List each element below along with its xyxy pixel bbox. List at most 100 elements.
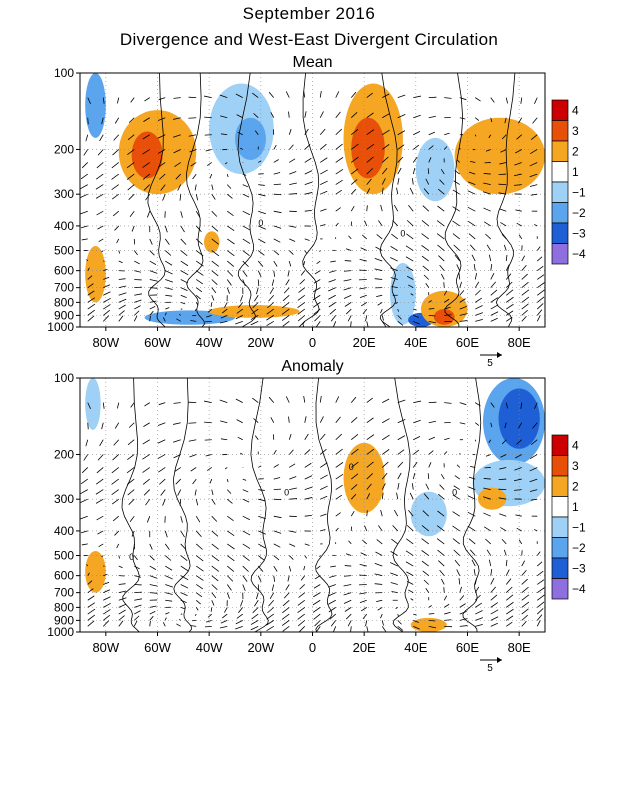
wind-vector xyxy=(219,399,228,403)
wind-vector xyxy=(444,132,450,136)
wind-vector xyxy=(530,149,538,155)
wind-vector xyxy=(473,264,476,271)
wind-vector xyxy=(359,259,367,262)
wind-vector xyxy=(350,112,358,119)
wind-vector xyxy=(366,448,375,455)
wind-vector xyxy=(149,615,154,621)
wind-vector xyxy=(118,620,124,627)
wind-vector xyxy=(128,498,135,505)
wind-vector xyxy=(314,315,321,322)
wind-vector xyxy=(316,565,321,569)
wind-vector xyxy=(397,130,406,136)
wind-vector xyxy=(475,610,483,615)
wind-vector xyxy=(102,97,105,104)
wind-vector xyxy=(206,467,212,471)
wind-vector xyxy=(474,272,478,280)
wind-vector xyxy=(288,433,292,440)
wind-vector xyxy=(366,417,374,424)
wind-vector xyxy=(329,575,336,578)
wind-vector xyxy=(288,555,294,560)
wind-vector xyxy=(116,238,120,244)
wind-vector xyxy=(485,454,491,457)
wind-vector xyxy=(237,131,243,136)
wind-vector xyxy=(505,569,510,576)
wind-vector xyxy=(413,308,417,311)
wind-vector xyxy=(439,264,445,271)
wind-vector xyxy=(428,462,432,468)
wind-vector xyxy=(267,302,275,309)
x-tick-label: 60E xyxy=(456,640,479,655)
wind-vector xyxy=(164,617,167,621)
colorbar-label: 2 xyxy=(572,479,579,493)
wind-vector xyxy=(498,173,507,176)
wind-vector xyxy=(289,182,297,185)
wind-vector xyxy=(490,311,499,316)
wind-vector xyxy=(180,530,185,538)
wind-vector xyxy=(428,320,437,324)
wind-vector xyxy=(397,308,399,312)
wind-vector xyxy=(211,238,219,245)
wind-vector xyxy=(238,607,244,613)
vector-layer xyxy=(80,396,545,632)
wind-vector xyxy=(101,422,104,430)
wind-vector xyxy=(226,592,230,599)
wind-vector xyxy=(211,530,219,537)
wind-vector xyxy=(87,595,95,601)
wind-vector xyxy=(459,402,467,406)
y-tick-label: 200 xyxy=(54,142,74,156)
wind-vector xyxy=(289,530,297,533)
wind-vector xyxy=(328,599,336,605)
wind-vector xyxy=(252,302,259,309)
wind-vector xyxy=(205,619,212,623)
wind-vector xyxy=(490,609,499,615)
wind-vector xyxy=(350,484,358,490)
wind-vector xyxy=(87,309,96,316)
wind-vector xyxy=(444,611,451,615)
wind-vector xyxy=(351,143,359,150)
wind-vector xyxy=(129,210,135,218)
wind-vector xyxy=(188,422,197,424)
wind-vector xyxy=(421,538,429,545)
wind-vector xyxy=(423,579,430,585)
wind-vector xyxy=(452,220,460,227)
wind-vector xyxy=(410,293,414,296)
wind-vector xyxy=(490,578,495,585)
wind-vector xyxy=(174,467,181,473)
wind-vector xyxy=(520,402,523,409)
wind-vector xyxy=(257,565,264,572)
wind-vector xyxy=(226,173,229,178)
wind-vector xyxy=(304,416,307,423)
wind-vector xyxy=(335,527,339,532)
wind-vector xyxy=(269,287,275,295)
wind-vector xyxy=(405,561,414,567)
wind-vector xyxy=(211,279,218,285)
wind-vector xyxy=(180,302,186,305)
wind-vector xyxy=(443,595,448,601)
wind-vector xyxy=(149,611,156,615)
wind-vector xyxy=(111,489,119,496)
wind-vector xyxy=(521,273,528,280)
wind-vector xyxy=(113,439,120,446)
wind-vector xyxy=(226,287,230,294)
contour-line xyxy=(379,73,398,327)
contour-line xyxy=(495,73,516,327)
reference-vector-label: 5 xyxy=(487,663,493,674)
wind-vector xyxy=(250,625,259,631)
wind-vector xyxy=(459,97,467,101)
wind-vector xyxy=(98,543,104,548)
wind-vector xyxy=(475,422,480,426)
wind-vector xyxy=(194,489,197,496)
wind-vector xyxy=(397,472,402,480)
wind-vector xyxy=(172,439,181,443)
wind-vector xyxy=(521,255,526,262)
wind-vector xyxy=(266,308,274,315)
wind-vector xyxy=(219,94,228,98)
contour-line xyxy=(185,73,205,327)
y-tick-label: 1000 xyxy=(47,320,74,334)
wind-vector xyxy=(499,467,507,470)
wind-vector xyxy=(515,149,522,154)
convergence-region xyxy=(144,310,235,325)
wind-vector xyxy=(534,224,538,227)
wind-vector xyxy=(350,510,355,517)
